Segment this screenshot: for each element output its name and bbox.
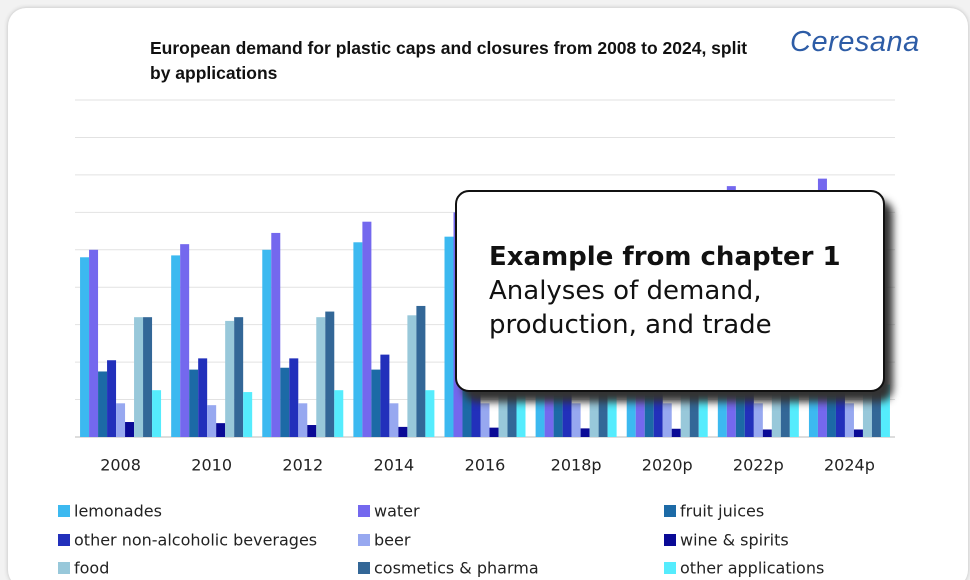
- bar: [134, 317, 144, 437]
- legend-swatch: [358, 562, 370, 574]
- callout-heading: Example from chapter 1: [489, 242, 841, 272]
- bar: [116, 403, 126, 437]
- bar: [234, 317, 244, 437]
- bar: [280, 367, 290, 437]
- bar: [753, 403, 763, 437]
- bar: [380, 354, 390, 437]
- bar: [353, 242, 363, 437]
- callout-line: production, and trade: [489, 310, 772, 340]
- bar: [844, 403, 854, 437]
- chart-title: European demand for plastic caps and clo…: [150, 38, 748, 83]
- legend-swatch: [58, 534, 70, 546]
- legend-swatch: [358, 534, 370, 546]
- bar: [762, 429, 772, 437]
- legend-label: food: [74, 559, 109, 578]
- bar: [444, 236, 454, 437]
- bar: [735, 369, 745, 437]
- bar: [562, 350, 572, 437]
- legend-label: lemonades: [74, 502, 162, 521]
- bar: [80, 257, 90, 437]
- bar: [152, 390, 162, 437]
- bar: [416, 305, 426, 437]
- bar: [389, 403, 399, 437]
- x-tick-label: 2016: [465, 456, 506, 475]
- x-tick-label: 2008: [100, 456, 141, 475]
- bar: [653, 349, 663, 437]
- bar: [480, 403, 490, 437]
- legend-label: water: [374, 502, 420, 521]
- legend-label: other non-alcoholic beverages: [74, 531, 317, 550]
- legend-label: cosmetics & pharma: [374, 559, 539, 578]
- bar: [98, 371, 108, 437]
- callout: Example from chapter 1 Analyses of deman…: [455, 190, 885, 392]
- legend-label: beer: [374, 531, 411, 550]
- bar: [189, 369, 199, 437]
- bar: [553, 369, 563, 437]
- bar: [398, 426, 408, 437]
- bar: [180, 244, 190, 437]
- x-tick-label: 2012: [282, 456, 323, 475]
- bar: [298, 403, 308, 437]
- bar: [580, 428, 590, 437]
- bar: [198, 358, 208, 437]
- bar: [171, 255, 181, 437]
- bar: [853, 429, 863, 437]
- bar: [662, 403, 672, 437]
- x-tick-label: 2020p: [642, 456, 693, 475]
- legend-swatch: [664, 534, 676, 546]
- bar: [698, 386, 708, 437]
- bar: [371, 369, 381, 437]
- bar: [207, 405, 217, 437]
- bar: [216, 423, 226, 437]
- bar: [243, 392, 253, 437]
- legend-swatch: [664, 562, 676, 574]
- bar: [516, 388, 526, 437]
- bar: [107, 360, 117, 437]
- bar: [89, 249, 99, 437]
- bar: [362, 221, 372, 437]
- logo: Ceresana: [790, 26, 920, 58]
- x-tick-label: 2022p: [733, 456, 784, 475]
- legend-label: fruit juices: [680, 502, 764, 521]
- bar: [826, 369, 836, 437]
- callout-line: Analyses of demand,: [489, 276, 762, 306]
- x-tick-label: 2010: [191, 456, 232, 475]
- bar: [607, 388, 617, 437]
- x-tick-label: 2024p: [824, 456, 875, 475]
- x-tick-label: 2014: [374, 456, 415, 475]
- bar: [307, 425, 317, 437]
- bar: [789, 386, 799, 437]
- legend-swatch: [58, 562, 70, 574]
- bar: [671, 428, 681, 437]
- legend-swatch: [664, 505, 676, 517]
- bar: [471, 352, 481, 437]
- legend-swatch: [358, 505, 370, 517]
- bar: [271, 232, 281, 437]
- x-tick-label: 2018p: [551, 456, 602, 475]
- bar: [462, 369, 472, 437]
- bar: [880, 384, 890, 437]
- bar: [644, 369, 654, 437]
- legend-swatch: [58, 505, 70, 517]
- bar: [325, 311, 335, 437]
- bar: [407, 315, 417, 437]
- bar: [744, 347, 754, 437]
- bar: [571, 403, 581, 437]
- bar: [316, 317, 326, 437]
- bar: [262, 249, 272, 437]
- bar: [289, 358, 299, 437]
- bar: [489, 427, 499, 437]
- bar: [334, 390, 344, 437]
- bar: [143, 317, 153, 437]
- legend-label: other applications: [680, 559, 824, 578]
- legend-label: wine & spirits: [680, 531, 789, 550]
- bar: [225, 320, 235, 437]
- bar: [425, 390, 435, 437]
- bar: [125, 422, 135, 437]
